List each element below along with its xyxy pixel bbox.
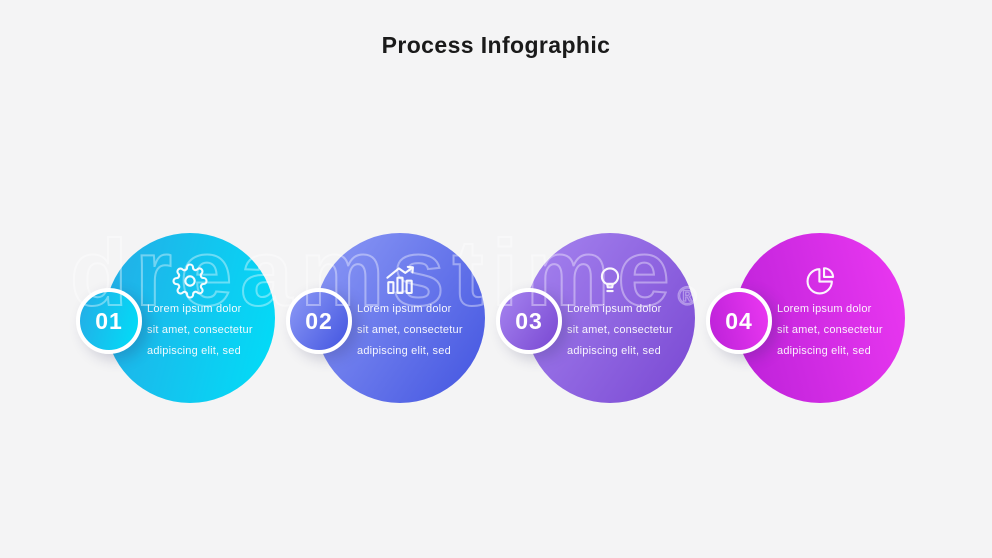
step-circle: Lorem ipsum dolor sit amet, consectetur … [735, 233, 905, 403]
step-number: 04 [725, 307, 753, 334]
step-number: 02 [305, 307, 333, 334]
step-description: Lorem ipsum dolor sit amet, consectetur … [567, 299, 673, 362]
step-number-badge: 03 [496, 288, 562, 354]
lightbulb-icon [592, 263, 628, 299]
step-number: 01 [95, 307, 123, 334]
pie-chart-icon [802, 263, 838, 299]
description-line: adipiscing elit, sed [357, 345, 451, 357]
step-number-badge: 02 [286, 288, 352, 354]
description-line: sit amet, consectetur [147, 324, 253, 336]
description-line: sit amet, consectetur [357, 324, 463, 336]
description-line: Lorem ipsum dolor [777, 303, 872, 315]
step-description: Lorem ipsum dolor sit amet, consectetur … [777, 299, 883, 362]
process-step-3: Lorem ipsum dolor sit amet, consectetur … [496, 233, 695, 403]
description-line: Lorem ipsum dolor [147, 303, 242, 315]
gear-icon [172, 263, 208, 299]
process-step-1: Lorem ipsum dolor sit amet, consectetur … [76, 233, 275, 403]
description-line: Lorem ipsum dolor [567, 303, 662, 315]
step-description: Lorem ipsum dolor sit amet, consectetur … [147, 299, 253, 362]
description-line: adipiscing elit, sed [147, 345, 241, 357]
bar-chart-icon [382, 263, 418, 299]
page-title: Process Infographic [381, 32, 611, 58]
step-number-badge: 01 [76, 288, 142, 354]
description-line: sit amet, consectetur [777, 324, 883, 336]
description-line: adipiscing elit, sed [567, 345, 661, 357]
process-step-4: Lorem ipsum dolor sit amet, consectetur … [706, 233, 905, 403]
step-circle: Lorem ipsum dolor sit amet, consectetur … [315, 233, 485, 403]
description-line: adipiscing elit, sed [777, 345, 871, 357]
description-line: sit amet, consectetur [567, 324, 673, 336]
process-step-2: Lorem ipsum dolor sit amet, consectetur … [286, 233, 485, 403]
step-number: 03 [515, 307, 543, 334]
description-line: Lorem ipsum dolor [357, 303, 452, 315]
step-description: Lorem ipsum dolor sit amet, consectetur … [357, 299, 463, 362]
step-number-badge: 04 [706, 288, 772, 354]
